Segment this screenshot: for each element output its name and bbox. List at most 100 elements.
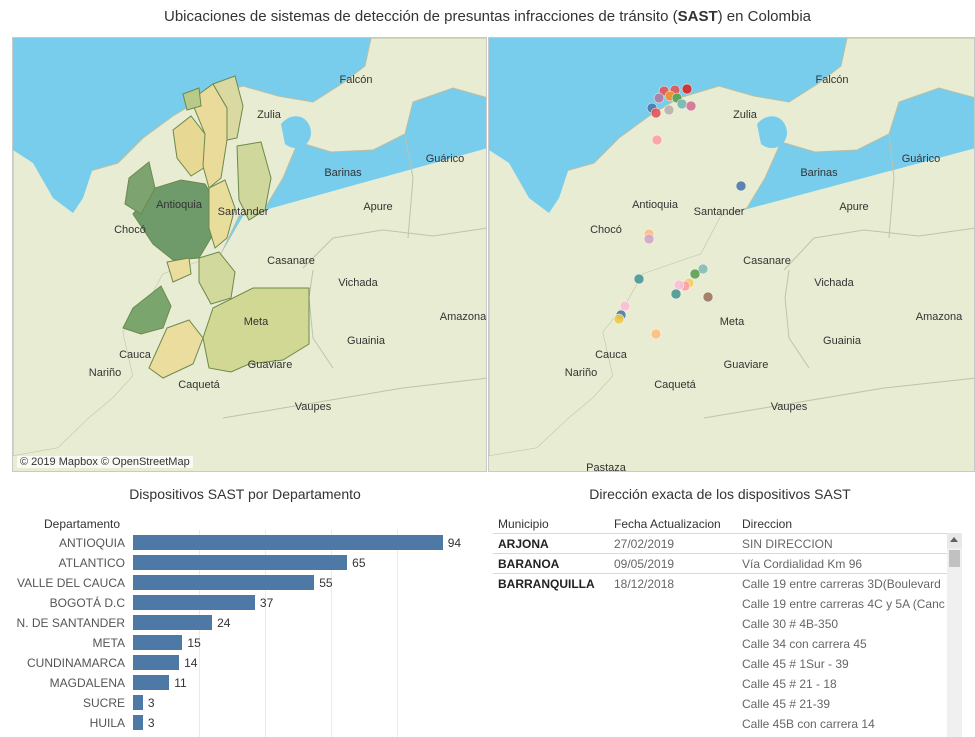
device-point[interactable]	[650, 328, 662, 340]
cell-municipio[interactable]: ARJONA	[498, 537, 549, 551]
bar[interactable]	[133, 655, 180, 670]
bar-row[interactable]: ANTIOQUIA 94	[0, 533, 470, 553]
cell-direccion[interactable]: Calle 19 entre carreras 3D(Boulevard	[742, 577, 941, 591]
cell-municipio[interactable]: BARANOA	[498, 557, 560, 571]
label-amazona: Amazona	[916, 311, 963, 323]
bar-row[interactable]: MAGDALENA 11	[0, 673, 470, 693]
column-header-fecha[interactable]: Fecha Actualizacion	[614, 517, 721, 531]
caldas-region	[166, 257, 192, 283]
device-point[interactable]	[633, 273, 645, 285]
map-attribution[interactable]: © 2019 Mapbox © OpenStreetMap	[17, 456, 193, 468]
bar[interactable]	[133, 575, 315, 590]
bar-row[interactable]: HUILA 3	[0, 713, 470, 733]
bar[interactable]	[133, 615, 213, 630]
map-canvas: Falcón Zulia Guárico Barinas Antioquia S…	[13, 38, 486, 471]
device-point[interactable]	[702, 291, 714, 303]
device-point[interactable]	[697, 263, 709, 275]
cell-direccion[interactable]: Calle 19 entre carreras 4C y 5A (Canc	[742, 597, 945, 611]
cell-direccion[interactable]: Calle 45 # 21 - 18	[742, 677, 837, 691]
label-zulia: Zulia	[733, 109, 758, 121]
bar[interactable]	[133, 635, 183, 650]
bar-row[interactable]: SUCRE 3	[0, 693, 470, 713]
bar-row[interactable]: BOGOTÁ D.C 37	[0, 593, 470, 613]
department-choropleth-map[interactable]: Falcón Zulia Guárico Barinas Antioquia S…	[12, 37, 487, 472]
borders	[222, 133, 486, 419]
device-point[interactable]	[651, 134, 663, 146]
label-choco: Chocó	[590, 224, 622, 236]
cell-direccion[interactable]: Calle 30 # 4B-350	[742, 617, 839, 631]
label-guainia: Guainia	[823, 335, 862, 347]
bar-column-header: Departamento	[44, 517, 121, 531]
cell-direccion[interactable]: Calle 34 con carrera 45	[742, 637, 867, 651]
table-scrollbar[interactable]	[947, 533, 962, 737]
device-point[interactable]	[663, 104, 675, 116]
bar[interactable]	[133, 555, 348, 570]
map-labels-right: Falcón Zulia Guárico Barinas Antioquia S…	[565, 74, 963, 471]
bar-category-label: ANTIOQUIA	[58, 536, 125, 550]
bar[interactable]	[133, 715, 143, 730]
label-apure: Apure	[839, 201, 868, 213]
bar[interactable]	[133, 695, 143, 710]
device-point[interactable]	[676, 98, 688, 110]
label-falcon: Falcón	[815, 74, 848, 86]
valle-region	[122, 285, 172, 335]
cell-fecha[interactable]: 09/05/2019	[614, 557, 675, 571]
cell-fecha[interactable]: 18/12/2018	[614, 577, 675, 591]
device-point[interactable]	[643, 233, 655, 245]
bar-row[interactable]: N. DE SANTANDER 24	[0, 613, 470, 633]
cundinamarca-region	[198, 251, 236, 305]
header-divider	[493, 533, 947, 534]
cell-fecha[interactable]: 27/02/2019	[614, 537, 675, 551]
device-point[interactable]	[650, 107, 662, 119]
label-vichada: Vichada	[814, 277, 854, 289]
cell-direccion[interactable]: Vía Cordialidad Km 96	[742, 557, 863, 571]
bar-row[interactable]: ATLANTICO 65	[0, 553, 470, 573]
bar-value-label: 94	[447, 536, 462, 550]
device-points	[613, 83, 747, 340]
label-antioquia: Antioquia	[632, 199, 679, 211]
label-narino: Nariño	[565, 367, 597, 379]
device-point[interactable]	[653, 92, 665, 104]
title-highlight: SAST	[677, 8, 718, 25]
gridline	[198, 530, 200, 737]
device-point[interactable]	[670, 288, 682, 300]
cell-direccion[interactable]: Calle 45B con carrera 14	[742, 717, 875, 731]
column-header-direccion[interactable]: Direccion	[742, 517, 793, 531]
column-header-municipio[interactable]: Municipio	[498, 517, 549, 531]
meta-region	[202, 287, 310, 373]
bar-chart-title: Dispositivos SAST por Departamento	[129, 486, 361, 502]
department-shapes	[122, 75, 310, 379]
bar[interactable]	[133, 535, 443, 550]
label-caqueta: Caquetá	[654, 379, 696, 391]
bar-row[interactable]: CUNDINAMARCA 14	[0, 653, 470, 673]
label-guaviare: Guaviare	[248, 359, 293, 371]
dashboard-title: Ubicaciones de sistemas de detección de …	[0, 8, 975, 25]
bar-row[interactable]: META 15	[0, 633, 470, 653]
device-point[interactable]	[613, 313, 625, 325]
scroll-thumb[interactable]	[949, 550, 960, 567]
device-point[interactable]	[689, 268, 701, 280]
scroll-up-button[interactable]	[947, 533, 962, 548]
cell-municipio[interactable]: BARRANQUILLA	[498, 577, 595, 591]
device-point[interactable]	[685, 100, 697, 112]
cell-direccion[interactable]: SIN DIRECCION	[742, 537, 833, 551]
label-choco: Chocó	[114, 224, 146, 236]
cell-direccion[interactable]: Calle 45 # 1Sur - 39	[742, 657, 849, 671]
bar[interactable]	[133, 595, 255, 610]
bar-value-label: 3	[147, 696, 155, 710]
bar-value-label: 15	[187, 636, 201, 650]
santander-region	[236, 141, 272, 221]
bar-row[interactable]: VALLE DEL CAUCA 55	[0, 573, 470, 593]
cell-direccion[interactable]: Calle 45 # 21-39	[742, 697, 831, 711]
magdalena-region	[212, 75, 244, 141]
gridline	[330, 530, 332, 737]
bar-category-label: N. DE SANTANDER	[16, 616, 125, 630]
device-point[interactable]	[681, 83, 693, 95]
title-suffix: ) en Colombia	[717, 8, 812, 25]
bar[interactable]	[133, 675, 170, 690]
device-point[interactable]	[619, 300, 631, 312]
label-barinas: Barinas	[324, 167, 362, 179]
device-point[interactable]	[673, 279, 685, 291]
device-location-map[interactable]: Falcón Zulia Guárico Barinas Antioquia S…	[488, 37, 975, 472]
device-point[interactable]	[735, 180, 747, 192]
